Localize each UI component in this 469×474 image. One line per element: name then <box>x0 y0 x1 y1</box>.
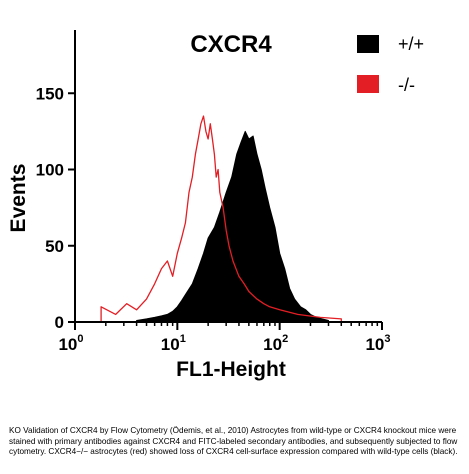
chart-title: CXCR4 <box>190 31 272 58</box>
axes <box>74 30 382 323</box>
y-tick-label: 150 <box>36 84 64 103</box>
y-tick-label: 100 <box>36 161 64 180</box>
x-tick-label: 103 <box>365 333 390 354</box>
y-axis-title: Events <box>7 164 30 233</box>
x-ticks: 100 101 102 103 <box>58 322 391 354</box>
legend-swatch-wild-type <box>357 35 379 53</box>
x-tick-label: 100 <box>58 333 83 354</box>
figure-caption: KO Validation of CXCR4 by Flow Cytometry… <box>9 426 458 456</box>
legend: +/+ -/- <box>357 34 424 95</box>
x-tick-label: 101 <box>161 333 186 354</box>
legend-swatch-knockout <box>357 75 379 93</box>
legend-label-wild-type: +/+ <box>398 34 424 54</box>
y-tick-label: 0 <box>55 313 64 332</box>
legend-label-knockout: -/- <box>398 75 415 95</box>
x-axis-title: FL1-Height <box>176 358 286 381</box>
x-tick-label: 102 <box>263 333 288 354</box>
plot-series <box>100 115 342 323</box>
series-wild-type-histogram <box>136 130 329 323</box>
y-tick-label: 50 <box>45 237 64 256</box>
y-ticks: 0 50 100 150 <box>36 84 75 332</box>
series-knockout-histogram <box>100 115 342 322</box>
